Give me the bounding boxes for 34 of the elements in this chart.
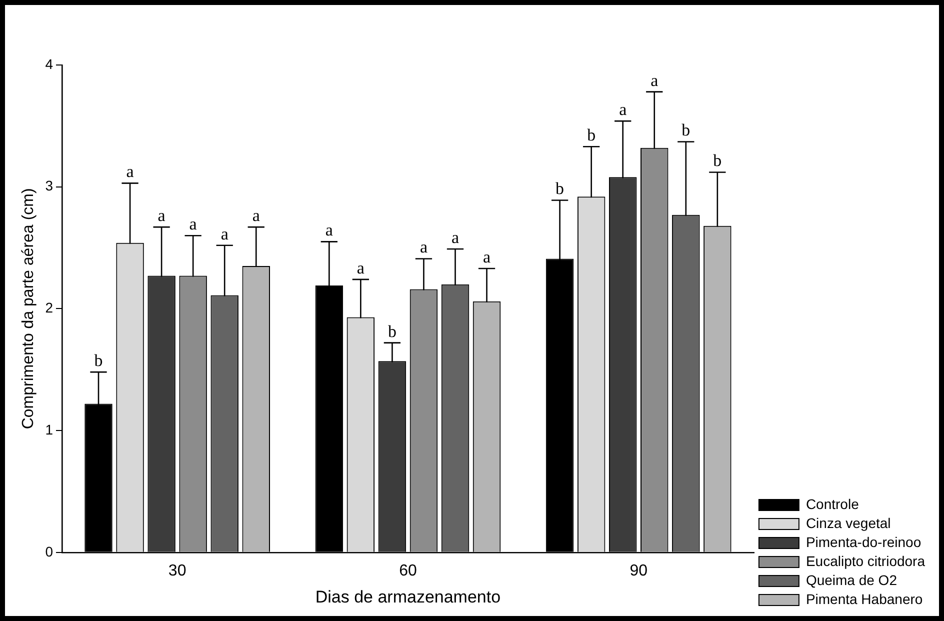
annotation: b xyxy=(682,120,690,140)
annotation: a xyxy=(325,220,334,240)
annotation: a xyxy=(356,258,365,278)
annotation: a xyxy=(220,224,229,244)
annotation: a xyxy=(252,206,260,226)
legend-label: Cinza vegetal xyxy=(806,514,891,531)
x-tick-label: 60 xyxy=(399,562,417,580)
annotation: a xyxy=(650,70,659,90)
annotation: a xyxy=(451,228,460,247)
x-tick-label: 30 xyxy=(168,562,186,580)
annotation: a xyxy=(158,206,166,226)
y-tick-label: 2 xyxy=(45,300,54,316)
y-tick-label: 0 xyxy=(45,543,54,560)
annotation: a xyxy=(482,247,491,266)
legend-label: Controle xyxy=(806,496,860,512)
annotation: b xyxy=(587,126,596,145)
annotation: b xyxy=(713,151,722,170)
annotation: b xyxy=(556,179,564,198)
annotation: a xyxy=(420,238,428,257)
annotation: b xyxy=(94,351,103,370)
legend-label: Queima de O2 xyxy=(806,572,898,588)
annotation: a xyxy=(619,100,628,120)
y-axis-title: Comprimento da parte aérea (cm) xyxy=(20,188,38,430)
legend-label: Eucalipto citriodora xyxy=(806,552,926,569)
x-tick-label: 90 xyxy=(630,562,648,580)
y-tick-label: 1 xyxy=(45,421,54,438)
annotation: a xyxy=(126,162,134,182)
legend-label: Pimenta Habanero xyxy=(806,590,923,607)
y-tick-label: 4 xyxy=(45,56,54,72)
legend-label: Pimenta-do-reinoo xyxy=(806,534,922,550)
y-tick-label: 3 xyxy=(45,178,54,194)
annotation: b xyxy=(388,322,396,341)
annotation: a xyxy=(189,214,198,234)
x-axis-title: Dias de armazenamento xyxy=(315,587,501,606)
